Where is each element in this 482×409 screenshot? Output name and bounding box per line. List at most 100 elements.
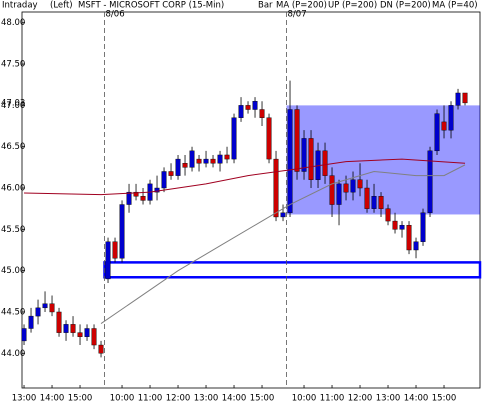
candle-body — [392, 220, 398, 230]
candle-body — [161, 171, 167, 189]
candle-body — [413, 241, 419, 251]
candle-body — [364, 187, 370, 209]
x-tick-label: 15:00 — [250, 394, 275, 404]
candle-body — [182, 163, 188, 168]
candle-body — [378, 196, 384, 209]
candle-body — [112, 241, 118, 259]
legend-entry: DN (P=200) — [380, 1, 431, 11]
candle-body — [441, 121, 447, 131]
y-tick-label: 45.00 — [1, 266, 25, 276]
x-tick-label: 14:00 — [40, 394, 65, 404]
candle-body — [56, 311, 62, 333]
day-label: 8/06 — [106, 10, 125, 20]
candle-body — [203, 158, 209, 164]
candle-body — [21, 328, 27, 342]
x-tick-label: 14:00 — [222, 394, 247, 404]
candle-body — [105, 241, 111, 280]
candle-body — [322, 150, 328, 176]
x-tick-label: 15:00 — [432, 394, 457, 404]
candle-body — [329, 175, 335, 205]
candle-body — [217, 154, 223, 164]
candle-body — [154, 187, 160, 193]
candle-body — [238, 105, 244, 118]
candle-body — [287, 109, 293, 214]
y-tick-label: 47.50 — [1, 60, 25, 70]
candle-body — [231, 117, 237, 160]
y-tick-label: 47.03 — [1, 98, 25, 108]
candle-body — [294, 109, 300, 172]
candle-body — [343, 183, 349, 193]
x-tick-label: 13:00 — [12, 394, 37, 404]
y-tick-label: 48.00 — [1, 18, 25, 28]
header-text: (Left) — [50, 1, 73, 11]
candle-body — [70, 324, 76, 333]
x-tick-label: 11:00 — [138, 394, 163, 404]
moving-average — [100, 164, 466, 324]
candle-body — [336, 183, 342, 205]
candle-body — [455, 92, 461, 106]
candle-body — [35, 307, 41, 317]
candle-body — [266, 117, 272, 160]
candle-body — [49, 303, 55, 313]
y-tick-label: 45.50 — [1, 225, 25, 235]
moving-average — [24, 158, 466, 196]
day-label: 8/07 — [288, 10, 307, 20]
candle-body — [357, 179, 363, 189]
candle-body — [259, 109, 265, 118]
candle-body — [245, 105, 251, 110]
x-tick-label: 10:00 — [110, 394, 135, 404]
legend-entry: UP (P=200) — [328, 1, 377, 11]
candle-body — [91, 328, 97, 346]
candle-body — [42, 303, 48, 309]
x-tick-label: 13:00 — [376, 394, 401, 404]
candle-body — [133, 191, 139, 197]
candle-body — [434, 113, 440, 152]
candle-body — [385, 208, 391, 222]
candle-body — [168, 171, 174, 176]
candle-body — [308, 138, 314, 180]
candle-body — [371, 196, 377, 209]
x-tick-label: 12:00 — [348, 394, 373, 404]
candle-body — [189, 150, 195, 168]
candle-body — [252, 101, 258, 110]
candle-body — [196, 158, 202, 164]
x-tick-label: 12:00 — [166, 394, 191, 404]
chart-title: MSFT - MICROSOFT CORP (15-Min) — [78, 1, 224, 11]
y-tick-label: 44.50 — [1, 307, 25, 317]
candle-body — [224, 154, 230, 160]
candle-body — [77, 332, 83, 337]
y-tick-label: 46.00 — [1, 184, 25, 194]
candle-body — [462, 92, 468, 104]
candle-body — [63, 324, 69, 333]
x-tick-label: 13:00 — [194, 394, 219, 404]
candle-body — [427, 150, 433, 214]
candle-body — [448, 105, 454, 131]
x-tick-label: 14:00 — [404, 394, 429, 404]
legend-entry: MA (P=200) — [276, 1, 327, 11]
candle-body — [273, 158, 279, 218]
header-text: Intraday — [2, 1, 38, 11]
candle-body — [301, 138, 307, 172]
chart-style: Bar — [258, 1, 273, 11]
candle-body — [280, 212, 286, 218]
legend-entry: MA (P=40) — [432, 1, 478, 11]
candle-body — [126, 191, 132, 205]
x-tick-label: 10:00 — [292, 394, 317, 404]
candle-body — [98, 344, 104, 354]
candle-body — [420, 212, 426, 242]
x-tick-label: 15:00 — [68, 394, 93, 404]
candle-body — [399, 225, 405, 230]
candle-body — [406, 225, 412, 251]
candle-body — [28, 315, 34, 329]
y-tick-label: 47.00 — [1, 101, 25, 111]
y-tick-label: 46.50 — [1, 142, 25, 152]
candle-body — [350, 179, 356, 193]
x-tick-label: 11:00 — [320, 394, 345, 404]
candle-body — [140, 196, 146, 201]
y-tick-label: 44.00 — [1, 349, 25, 359]
candle-body — [119, 204, 125, 259]
plot-frame — [21, 11, 481, 389]
candle-body — [84, 328, 90, 337]
candle-body — [175, 158, 181, 176]
